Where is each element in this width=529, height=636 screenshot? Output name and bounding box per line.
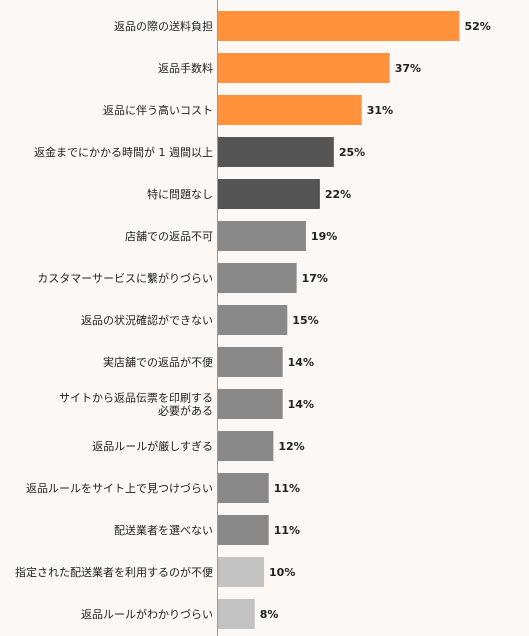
value-label-14: 8% [260,608,279,621]
value-label-0: 52% [465,20,491,33]
bar-11 [217,473,269,503]
category-label-10: 返品ルールが厳しすぎる [92,439,213,453]
value-label-10: 12% [278,440,304,453]
value-label-1: 37% [395,62,421,75]
value-label-12: 11% [274,524,300,537]
category-label-1: 返品手数料 [158,61,213,75]
bar-1 [217,53,390,83]
category-label-3: 返金までにかかる時間が 1 週間以上 [34,145,213,159]
category-label-7: 返品の状況確認ができない [81,313,213,327]
category-label-5: 店舗での返品不可 [125,229,213,243]
bar-0 [217,11,460,41]
category-label-0: 返品の際の送料負担 [114,19,213,33]
value-label-7: 15% [292,314,318,327]
value-label-3: 25% [339,146,365,159]
category-label-14: 返品ルールがわかりづらい [81,607,213,621]
value-label-11: 11% [274,482,300,495]
category-label-2: 返品に伴う高いコスト [103,103,213,117]
value-label-6: 17% [302,272,328,285]
bar-12 [217,515,269,545]
value-label-13: 10% [269,566,295,579]
bar-2 [217,95,362,125]
category-label-12: 配送業者を選べない [114,523,213,537]
value-labels: 52% 37% 31% 25% 22% 19% 17% 15% 14% 14% 12% 11% 11% 1… [260,20,491,621]
value-label-2: 31% [367,104,393,117]
value-label-8: 14% [288,356,314,369]
bars-layer [217,11,460,629]
bar-6 [217,263,297,293]
category-label-11: 返品ルールをサイト上で見つけづらい [26,482,213,495]
value-label-4: 22% [325,188,351,201]
category-label-6: カスタマーサービスに繋がりづらい [37,271,213,285]
value-label-9: 14% [288,398,314,411]
bar-7 [217,305,288,335]
bar-13 [217,557,265,587]
category-label-4: 特に問題なし [147,187,213,201]
category-label-9: サイトから返品伝票を印刷する必要がある [59,392,213,418]
bar-9 [217,389,283,419]
value-label-5: 19% [311,230,337,243]
bar-3 [217,137,334,167]
category-label-13: 指定された配送業者を利用するのが不便 [15,565,213,579]
category-label-8: 実店舗での返品が不便 [103,355,213,369]
bar-14 [217,599,255,629]
bar-8 [217,347,283,377]
bar-5 [217,221,306,251]
bar-10 [217,431,274,461]
bar-4 [217,179,320,209]
